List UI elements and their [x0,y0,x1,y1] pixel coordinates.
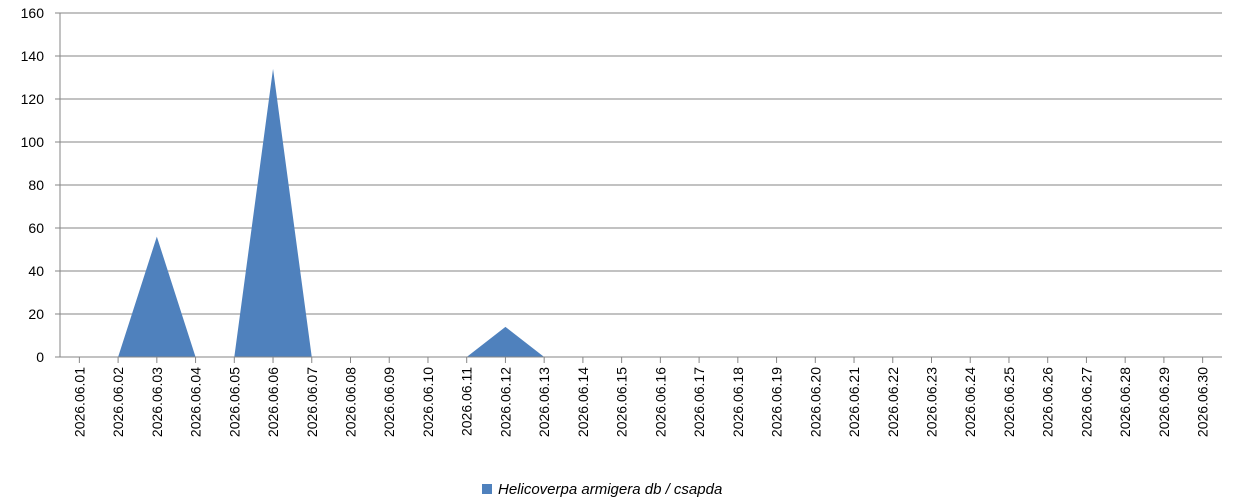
x-tick-label: 2026.06.22 [885,367,901,437]
x-tick-label: 2026.06.16 [652,367,668,437]
x-tick-label: 2026.06.20 [807,367,823,437]
x-tick-label: 2026.06.12 [497,367,513,437]
y-tick-label: 40 [28,263,44,279]
legend: Helicoverpa armigera db / csapda [482,481,722,498]
x-tick-label: 2026.06.10 [420,367,436,437]
y-tick-label: 20 [28,306,44,322]
x-tick-label: 2026.06.18 [730,367,746,437]
x-tick-label: 2026.06.04 [188,367,204,437]
x-tick-label: 2026.06.27 [1078,367,1094,437]
x-tick-label: 2026.06.25 [1001,367,1017,437]
x-tick-label: 2026.06.17 [691,367,707,437]
x-tick-label: 2026.06.24 [962,367,978,437]
x-tick-label: 2026.06.05 [226,367,242,437]
y-axis: 0 20 40 60 80 100 120 140 160 [21,5,61,365]
x-tick-label: 2026.06.06 [265,367,281,437]
y-tick-label: 160 [21,5,45,21]
legend-swatch [482,484,492,494]
y-tick-label: 100 [21,134,45,150]
x-tick-label: 2026.06.30 [1195,367,1211,437]
x-tick-label: 2026.06.03 [149,367,165,437]
y-tick-label: 60 [28,220,44,236]
x-tick-label: 2026.06.28 [1117,367,1133,437]
gridlines [60,12,1222,315]
x-tick-label: 2026.06.29 [1156,367,1172,437]
x-tick-label: 2026.06.01 [71,367,87,437]
y-tick-label: 80 [28,177,44,193]
x-tick-label: 2026.06.15 [614,367,630,437]
x-tick-label: 2026.06.07 [304,367,320,437]
x-axis: 2026.06.01 2026.06.02 2026.06.03 2026.06.04… [60,356,1222,437]
x-tick-label: 2026.06.23 [924,367,940,437]
x-tick-label: 2026.06.26 [1040,367,1056,437]
legend-label: Helicoverpa armigera db / csapda [498,481,722,498]
x-tick-label: 2026.06.21 [846,367,862,437]
x-tick-label: 2026.06.13 [536,367,552,437]
x-tick-label: 2026.06.02 [110,367,126,437]
x-tick-label: 2026.06.19 [769,367,785,437]
y-tick-label: 0 [36,349,44,365]
x-tick-label: 2026.06.14 [575,367,591,437]
y-tick-label: 140 [21,48,45,64]
x-tick-label: 2026.06.09 [381,367,397,437]
x-tick-label: 2026.06.08 [343,367,359,437]
y-tick-label: 120 [21,91,45,107]
x-tick-label: 2026.06.11 [459,367,475,436]
